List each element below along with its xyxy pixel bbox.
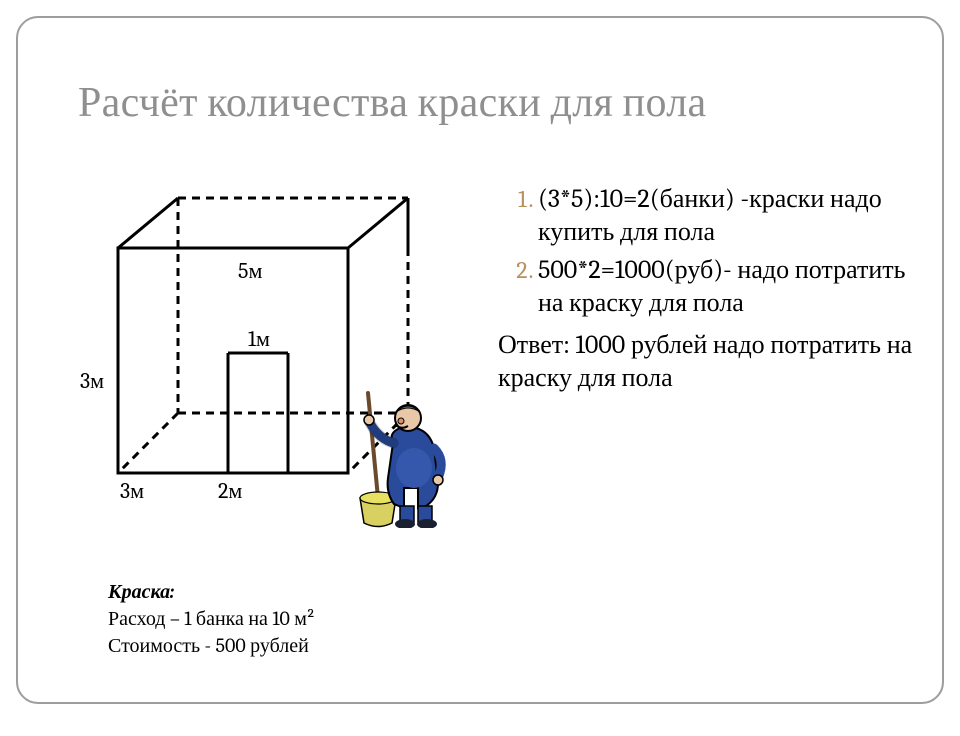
- calculation-steps: (3*5):10=2(банки) -краски надо купить дл…: [498, 183, 918, 394]
- step-1: (3*5):10=2(банки) -краски надо купить дл…: [538, 183, 918, 248]
- dim-depth: 3м: [120, 478, 144, 504]
- dim-top: 5м: [238, 258, 262, 284]
- slide-frame: Расчёт количества краски для пола: [16, 16, 944, 704]
- page-title: Расчёт количества краски для пола: [78, 78, 706, 127]
- paint-info: Краска: Расход – 1 банка на 10 м² Стоимо…: [108, 578, 315, 659]
- dim-door-width: 1м: [248, 326, 270, 352]
- dim-height: 3м: [80, 368, 104, 394]
- paint-consumption: Расход – 1 банка на 10 м²: [108, 605, 315, 632]
- paint-header: Краска:: [108, 578, 315, 605]
- paint-cost: Стоимость - 500 рублей: [108, 632, 315, 659]
- dim-door-height: 2м: [218, 478, 242, 504]
- answer-text: Ответ: 1000 рублей надо потратить на кра…: [498, 329, 918, 394]
- step-2: 500*2=1000(руб)- надо потратить на краск…: [538, 254, 918, 319]
- painter-illustration: [338, 388, 458, 528]
